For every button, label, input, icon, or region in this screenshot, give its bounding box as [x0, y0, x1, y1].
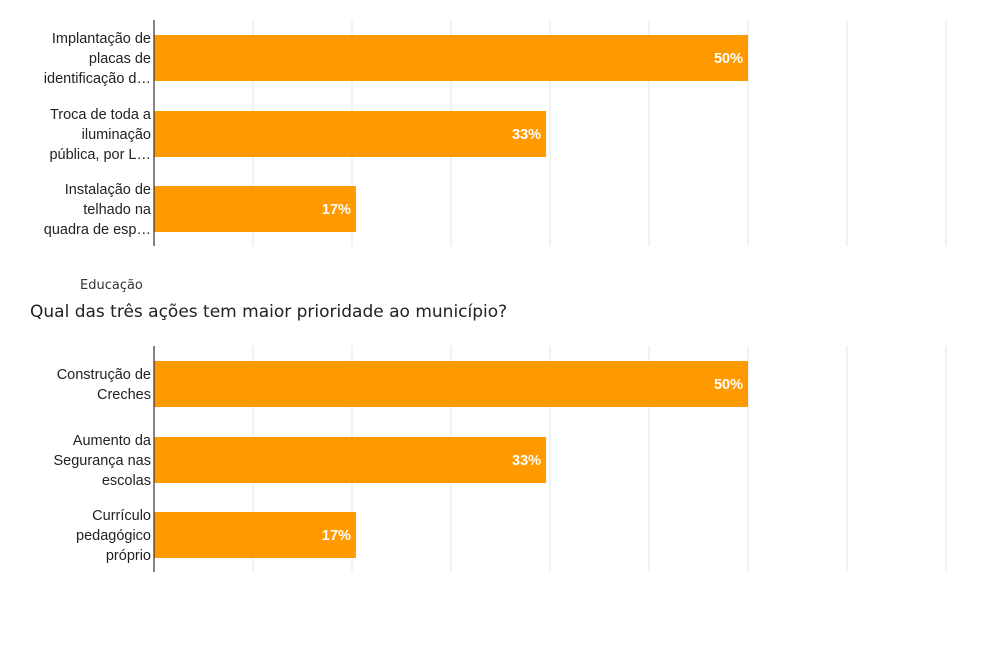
category-label-line: Troca de toda a — [50, 107, 152, 123]
bar — [154, 361, 748, 407]
category-label-line: placas de — [89, 51, 151, 67]
category-label: Construção de Creches — [57, 367, 151, 403]
category-label-line: Instalação de — [65, 182, 151, 198]
value-label: 17% — [322, 202, 351, 218]
bar — [154, 111, 547, 157]
bar — [154, 512, 356, 558]
category-label: Currículo pedagógico próprio — [76, 508, 151, 564]
chart-infraestrutura: 50% Implantação de placas de identificação … — [44, 20, 947, 246]
bar — [154, 437, 547, 483]
section-label: Educação — [80, 278, 143, 293]
chart-educacao: 50% Construção de Creches 33% Aumento da Segu… — [53, 346, 947, 572]
value-label: 17% — [322, 528, 351, 544]
category-label-line: Segurança nas — [53, 453, 151, 469]
category-label-line: Construção de — [57, 367, 151, 383]
category-label-line: pública, por L… — [49, 147, 151, 163]
category-label-line: escolas — [102, 473, 151, 489]
category-label-line: identificação d… — [44, 71, 151, 87]
category-label-line: telhado na — [83, 202, 152, 218]
category-label-line: Implantação de — [52, 31, 151, 47]
category-label: Aumento da Segurança nas escolas — [53, 433, 151, 489]
category-label-line: iluminação — [82, 127, 151, 143]
category-label: Instalação de telhado na quadra de esp… — [44, 182, 152, 238]
bar — [154, 35, 748, 81]
category-label-line: Currículo — [92, 508, 151, 524]
section-question: Qual das três ações tem maior prioridade… — [30, 302, 508, 322]
category-label-line: Aumento da — [73, 433, 152, 449]
value-label: 50% — [714, 377, 743, 393]
category-label-line: Creches — [97, 387, 151, 403]
category-label-line: quadra de esp… — [44, 222, 151, 238]
bar — [154, 186, 356, 232]
value-label: 33% — [512, 127, 541, 143]
category-label: Troca de toda a iluminação pública, por L… — [49, 107, 151, 163]
category-label-line: próprio — [106, 548, 151, 564]
category-label-line: pedagógico — [76, 528, 151, 544]
value-label: 33% — [512, 453, 541, 469]
category-label: Implantação de placas de identificação d… — [44, 31, 151, 87]
value-label: 50% — [714, 51, 743, 67]
